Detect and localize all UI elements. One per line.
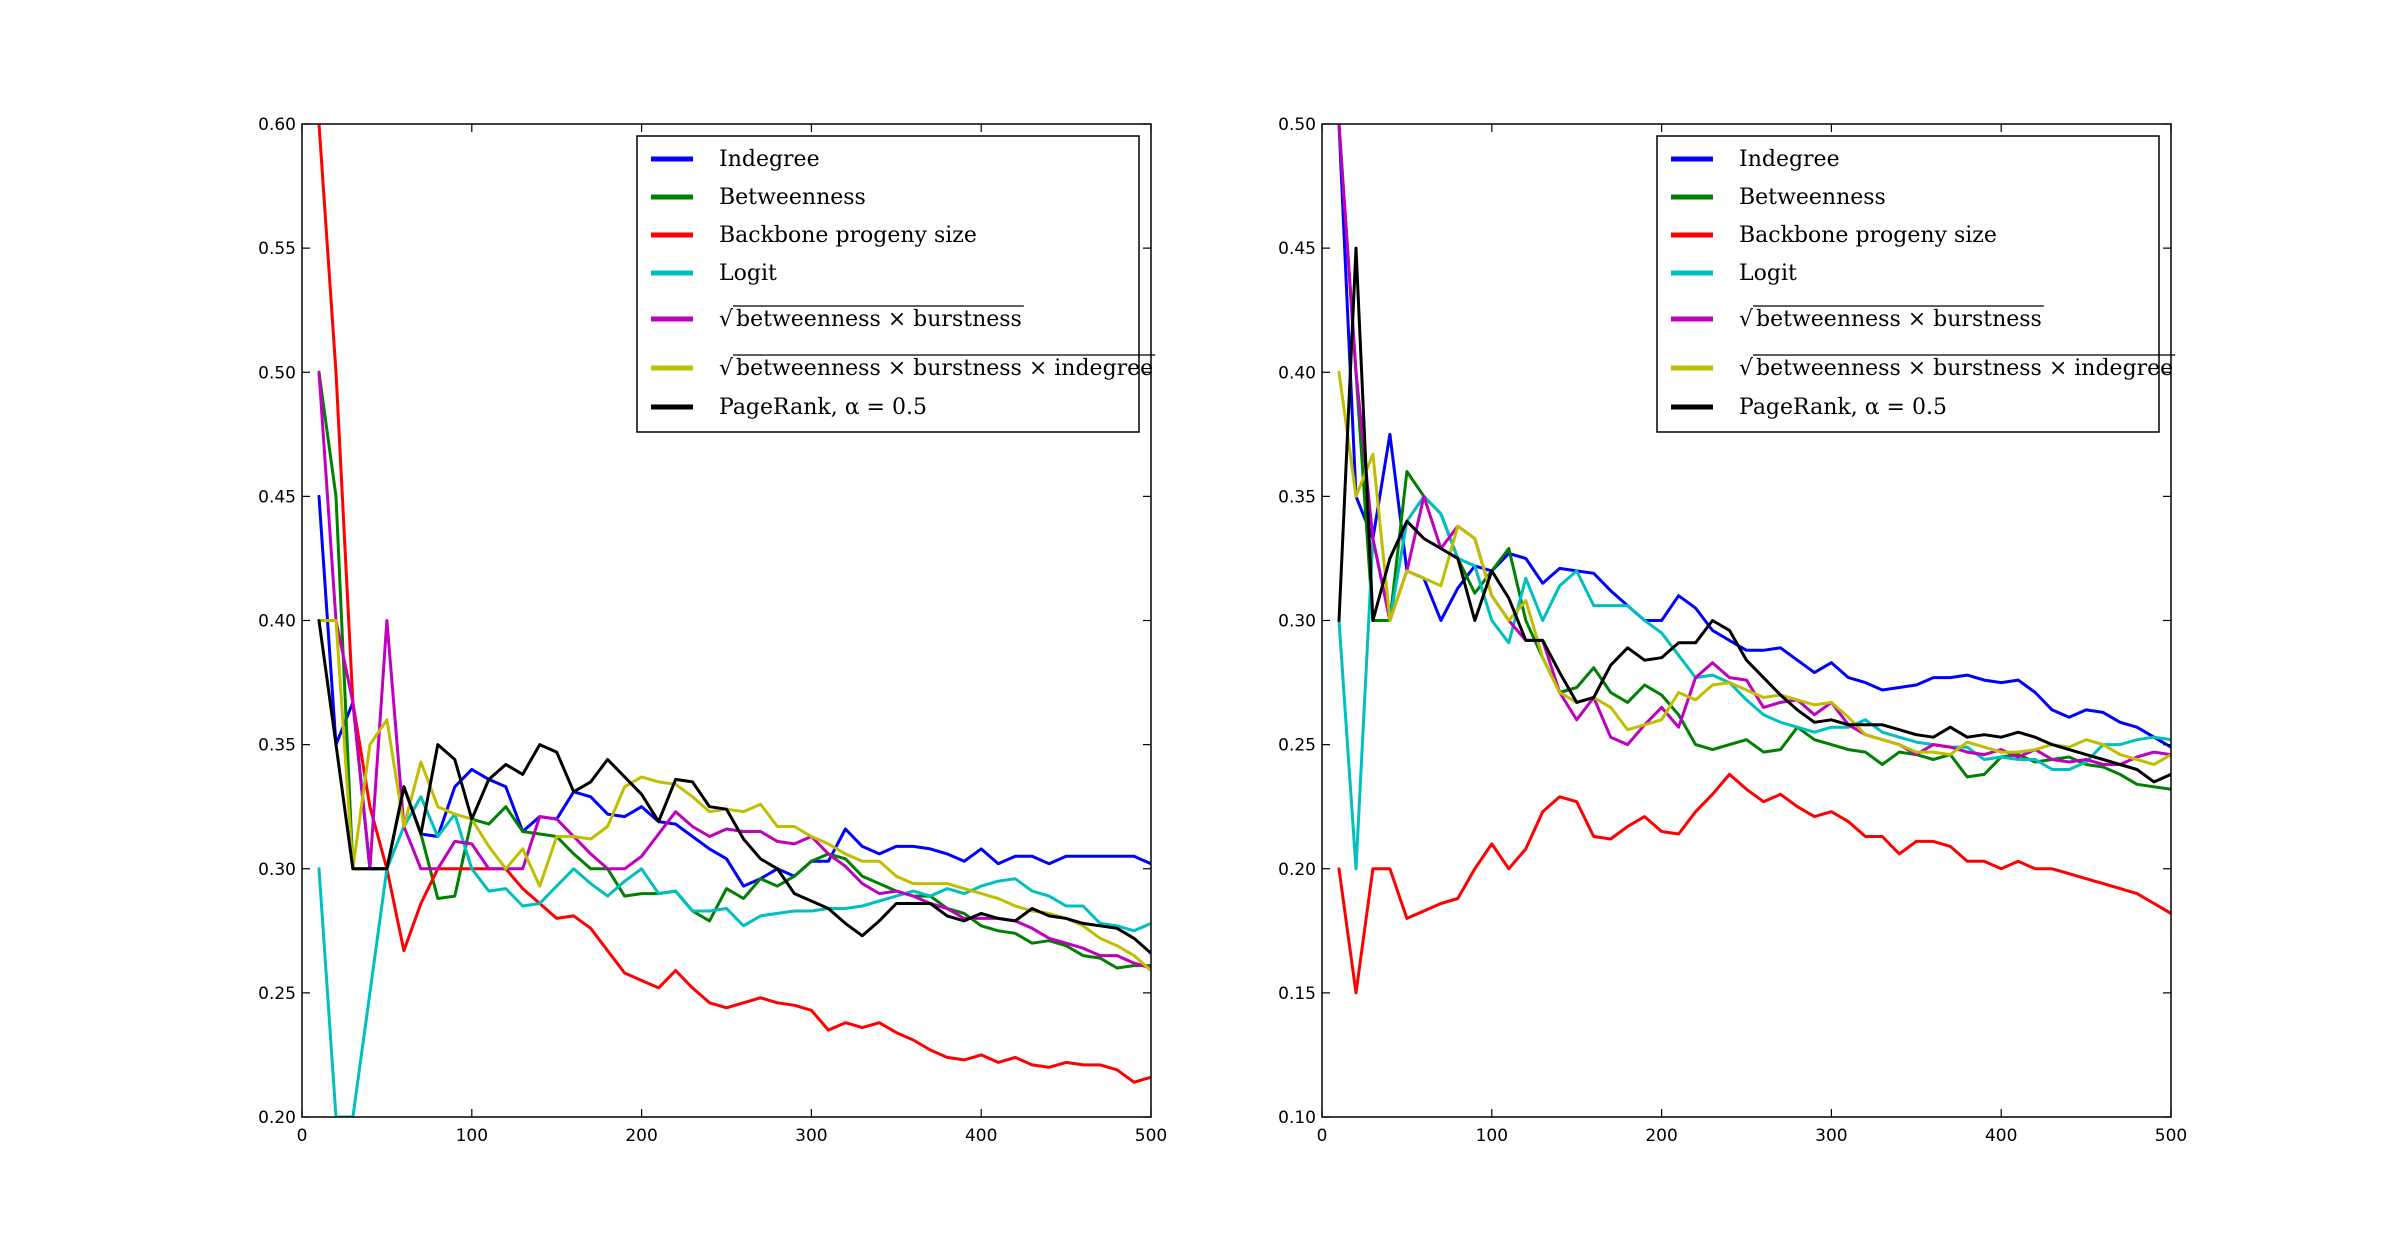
legend-label-6: betweenness × burstness × indegree [736, 356, 1153, 381]
x-tick-label: 200 [625, 1126, 657, 1146]
y-tick-label: 0.30 [1278, 612, 1316, 632]
x-tick-label: 500 [2155, 1126, 2187, 1146]
series-line-3 [1337, 772, 2171, 995]
series-line-6 [1337, 370, 2171, 766]
y-tick-label: 0.50 [1278, 115, 1316, 135]
series-group [1337, 124, 2171, 995]
series-line-4 [317, 795, 1151, 1117]
legend-label-4: Logit [719, 261, 777, 286]
series-group [317, 124, 1151, 1117]
legend-label-5: betweenness × burstness [736, 307, 1022, 332]
x-tick-label: 0 [297, 1126, 308, 1146]
y-tick-label: 0.25 [258, 984, 296, 1004]
y-tick-label: 0.60 [258, 115, 296, 135]
legend-label-2: Betweenness [719, 185, 866, 210]
y-tick-label: 0.35 [258, 736, 296, 756]
x-tick-label: 500 [1135, 1126, 1167, 1146]
legend-label-6: betweenness × burstness × indegree [1756, 356, 2173, 381]
chart-panel-2: 0 100 200 300 400 500 0.10 0.15 0.20 0.25 0.30 0.35… [1278, 115, 2187, 1146]
sqrt-sign: √ [719, 356, 734, 381]
x-tick-label: 400 [965, 1126, 997, 1146]
legend-label-1: Indegree [1739, 147, 1840, 172]
legend-label-7: PageRank, α = 0.5 [719, 395, 927, 420]
y-tick-label: 0.30 [258, 860, 296, 880]
x-tick-label: 300 [1815, 1126, 1847, 1146]
legend-box [1656, 135, 2160, 433]
x-tick-label: 200 [1645, 1126, 1677, 1146]
y-tick-label: 0.10 [1278, 1108, 1316, 1128]
series-line-5 [317, 370, 1151, 970]
series-line-7 [317, 619, 1151, 955]
sqrt-sign: √ [1739, 307, 1754, 332]
x-tick-label: 100 [1476, 1126, 1508, 1146]
legend-label-1: Indegree [719, 147, 820, 172]
y-tick-label: 0.40 [258, 612, 296, 632]
legend-label-3: Backbone progeny size [719, 223, 977, 248]
sqrt-sign: √ [1739, 356, 1754, 381]
x-tick-label: 300 [795, 1126, 827, 1146]
legend-label-3: Backbone progeny size [1739, 223, 1997, 248]
chart-panel-1: 0 100 200 300 400 500 0.20 0.25 0.30 0.35 0.40 0.45… [258, 115, 1167, 1146]
series-line-1 [317, 494, 1151, 888]
y-tick-label: 0.40 [1278, 363, 1316, 383]
series-line-7 [1337, 246, 2171, 784]
series-line-3 [317, 124, 1151, 1084]
y-tick-label: 0.45 [258, 487, 296, 507]
legend-label-4: Logit [1739, 261, 1797, 286]
x-tick-label: 100 [456, 1126, 488, 1146]
x-tick-label: 0 [1317, 1126, 1328, 1146]
legend-label-5: betweenness × burstness [1756, 307, 2042, 332]
legend-box [636, 135, 1140, 433]
series-line-2 [317, 370, 1151, 970]
y-tick-label: 0.55 [258, 239, 296, 259]
y-tick-label: 0.15 [1278, 984, 1316, 1004]
legend-label-7: PageRank, α = 0.5 [1739, 395, 1947, 420]
series-line-4 [1337, 494, 2171, 871]
y-tick-label: 0.20 [258, 1108, 296, 1128]
sqrt-sign: √ [719, 307, 734, 332]
y-tick-label: 0.20 [1278, 860, 1316, 880]
legend-label-2: Betweenness [1739, 185, 1886, 210]
legend: Indegree Betweenness Backbone progeny size… [1656, 135, 2176, 433]
y-tick-label: 0.35 [1278, 487, 1316, 507]
y-tick-label: 0.45 [1278, 239, 1316, 259]
x-tick-label: 400 [1985, 1126, 2017, 1146]
y-tick-label: 0.25 [1278, 736, 1316, 756]
series-line-1 [1337, 124, 2171, 749]
series-line-6 [317, 619, 1151, 972]
legend: Indegree Betweenness Backbone progeny size… [636, 135, 1156, 433]
y-tick-label: 0.50 [258, 363, 296, 383]
